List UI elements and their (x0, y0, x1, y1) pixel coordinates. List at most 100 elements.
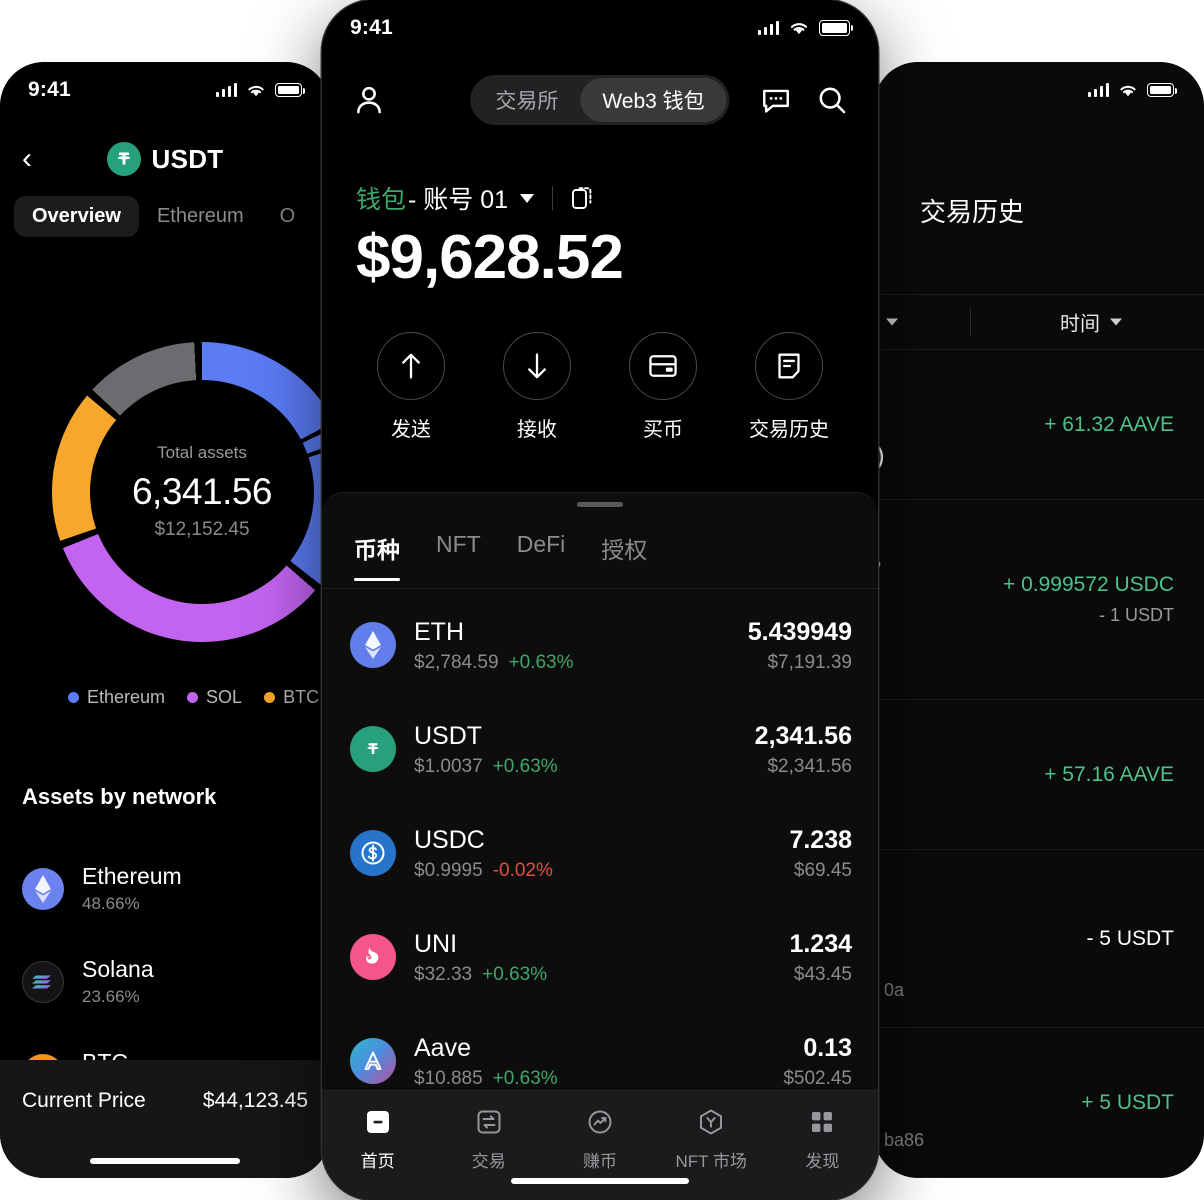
token-symbol: Aave (414, 1033, 471, 1062)
network-name: Solana (82, 956, 154, 983)
current-price-bar: Current Price $44,123.45 (0, 1060, 330, 1178)
right-status-bar (874, 62, 1204, 118)
right-phone-transaction-history: 交易历史 时间 ) + 61.32 AAVE ’ + 0.999572 USDC… (874, 62, 1204, 1178)
tabbar-item-discover[interactable]: 发现 (767, 1105, 878, 1172)
token-price: $32.33 (414, 963, 473, 985)
chevron-down-icon[interactable] (520, 193, 535, 203)
signal-icon (757, 21, 779, 35)
token-price: $0.9995 (414, 859, 483, 881)
legend-label: Ethereum (87, 687, 166, 707)
token-row-eth[interactable]: ETH $2,784.59 +0.63% 5.439949 $7,191.39 (322, 593, 878, 697)
token-price: $10.885 (414, 1067, 483, 1089)
signal-icon (1087, 83, 1109, 97)
segmented-control: 交易所 Web3 钱包 (470, 75, 730, 125)
copy-icon[interactable] (571, 185, 595, 211)
tabbar-item-nft-market[interactable]: NFT 市场 (656, 1105, 767, 1172)
chevron-down-icon[interactable] (886, 318, 898, 326)
sheet-grabber[interactable] (577, 502, 623, 507)
tether-icon (106, 142, 141, 176)
person-icon[interactable] (352, 83, 386, 117)
network-name: Ethereum (82, 863, 182, 890)
tab-defi[interactable]: DeFi (516, 531, 566, 557)
transaction-filter-bar: 时间 (874, 294, 1204, 350)
token-value: $69.45 (793, 859, 852, 881)
token-row-usdt[interactable]: USDT $1.0037 +0.63% 2,341.56 $2,341.56 (322, 697, 878, 801)
network-pct: 23.66% (82, 986, 140, 1006)
tether-icon (350, 726, 396, 772)
token-value: $7,191.39 (767, 651, 852, 673)
token-row-usdc[interactable]: USDC $0.9995 -0.02% 7.238 $69.45 (322, 801, 878, 905)
tab-other[interactable]: O (279, 205, 296, 227)
transaction-row[interactable]: ) + 61.32 AAVE (874, 350, 1204, 500)
row-glyph: · (876, 884, 881, 900)
tab-nft[interactable]: NFT (436, 531, 481, 557)
back-icon[interactable]: ‹ (22, 142, 32, 175)
usdc-icon (350, 830, 396, 876)
legend-label: SOL (206, 687, 243, 707)
legend-dot (68, 692, 79, 703)
legend-dot (264, 692, 276, 703)
donut-center-sub: $12,152.45 (154, 519, 250, 540)
action-label: 交易历史 (749, 419, 829, 441)
left-phone-usdt-overview: 9:41 ‹ US (0, 62, 330, 1178)
transaction-amount: + 57.16 AAVE (1044, 762, 1174, 786)
transaction-hash: 0a (884, 980, 905, 1000)
right-page-title: 交易历史 (920, 197, 1025, 227)
asset-tab-strip: 币种 NFT DeFi 授权 (322, 527, 878, 589)
transaction-hash: ba86 (884, 1130, 925, 1150)
left-nav-bar: ‹ USDT (0, 124, 330, 194)
token-row-aave[interactable]: Aave $10.885 +0.63% 0.13 $502.45 (322, 1009, 878, 1113)
legend-label: BTC (283, 687, 320, 707)
segment-exchange[interactable]: 交易所 (495, 90, 559, 113)
chat-bubble-icon[interactable] (760, 84, 792, 116)
token-symbol: USDT (414, 721, 483, 750)
legend-item: Ethereum (68, 687, 165, 708)
tabbar-item-trade[interactable]: 交易 (433, 1105, 544, 1172)
tabbar-item-earn[interactable]: 赚币 (544, 1105, 655, 1172)
row-glyph: ) (876, 440, 885, 470)
home-icon (366, 1111, 389, 1133)
segment-web3-wallet[interactable]: Web3 钱包 (580, 78, 727, 122)
action-send[interactable]: 发送 (366, 332, 456, 442)
tab-approvals[interactable]: 授权 (601, 537, 648, 563)
center-top-bar: 交易所 Web3 钱包 (322, 70, 878, 130)
filter-time[interactable]: 时间 (1060, 308, 1122, 337)
action-receive[interactable]: 接收 (492, 332, 582, 442)
action-transaction-history[interactable]: 交易历史 (744, 332, 834, 442)
wifi-icon (1120, 85, 1136, 96)
tabbar-label: 交易 (471, 1152, 506, 1171)
transaction-row[interactable]: · - 5 USDT 0a (874, 850, 1204, 1028)
tabbar-label: 赚币 (583, 1152, 617, 1171)
token-symbol: USDC (414, 825, 485, 854)
tabbar-item-home[interactable]: 首页 (322, 1105, 433, 1172)
transaction-amount: + 5 USDT (1081, 1090, 1174, 1114)
transaction-row[interactable]: ’ + 0.999572 USDC - 1 USDT (874, 500, 1204, 700)
document-icon (755, 332, 823, 400)
token-symbol: ETH (414, 617, 464, 646)
wallet-label: 钱包 (356, 186, 407, 214)
network-row-ethereum[interactable]: Ethereum 48.66% (22, 842, 330, 935)
search-icon[interactable] (816, 84, 848, 116)
wallet-balance: $9,628.52 (356, 223, 624, 292)
token-row-uni[interactable]: UNI $32.33 +0.63% 1.234 $43.45 (322, 905, 878, 1009)
action-label: 接收 (517, 419, 557, 441)
nft-market-icon (700, 1109, 723, 1135)
network-row-solana[interactable]: Solana 23.66% (22, 935, 330, 1028)
action-label: 发送 (391, 419, 431, 441)
tab-coins[interactable]: 币种 (348, 527, 418, 581)
donut-center-amount: 6,341.56 (131, 471, 273, 512)
action-buy-crypto[interactable]: 买币 (618, 332, 708, 442)
divider (552, 186, 554, 210)
wifi-icon (790, 23, 808, 35)
left-page-title: USDT (0, 124, 330, 194)
current-price-value: $44,123.45 (202, 1089, 308, 1112)
tab-overview[interactable]: Overview (14, 196, 139, 237)
token-symbol: UNI (414, 929, 458, 958)
account-selector-row: 钱包 - 账号 01 (322, 180, 878, 216)
token-price: $1.0037 (414, 755, 483, 777)
status-time: 9:41 (350, 16, 393, 39)
tab-ethereum[interactable]: Ethereum (156, 205, 244, 227)
transaction-row[interactable]: + 57.16 AAVE (874, 700, 1204, 850)
transaction-row[interactable]: + 5 USDT ba86 (874, 1028, 1204, 1178)
earn-icon (588, 1110, 612, 1134)
